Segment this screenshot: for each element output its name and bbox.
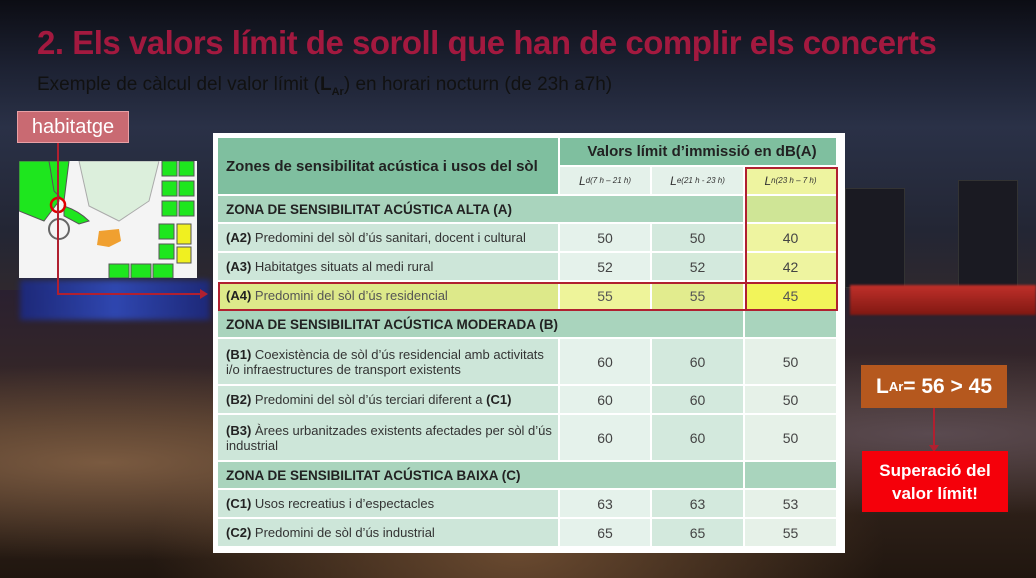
value-le: 60 bbox=[652, 339, 745, 386]
value-le: 60 bbox=[652, 386, 745, 415]
stage-lights bbox=[20, 280, 210, 320]
zone-header-row: ZONA DE SENSIBILITAT ACÚSTICA MODERADA (… bbox=[218, 311, 745, 339]
alert-box: Superació del valor límit! bbox=[862, 451, 1008, 512]
row-code: (C1) bbox=[486, 392, 512, 407]
value-le: 65 bbox=[652, 519, 745, 548]
callout-line bbox=[57, 293, 203, 295]
value-le: 63 bbox=[652, 490, 745, 519]
value-ln: 42 bbox=[745, 253, 838, 282]
row-code: (A3) bbox=[226, 259, 252, 274]
value-ld: 63 bbox=[560, 490, 652, 519]
map-drawing bbox=[19, 161, 197, 278]
noise-limits-table: Zones de sensibilitat acústica i usos de… bbox=[213, 133, 845, 553]
value-ln: 40 bbox=[745, 224, 838, 253]
arrow-right-icon bbox=[200, 289, 208, 299]
value-ln: 55 bbox=[745, 519, 838, 548]
column-period: n(23 h – 7 h) bbox=[771, 176, 817, 185]
zone-header-cell bbox=[745, 196, 838, 224]
zone-header-cell bbox=[745, 311, 838, 339]
column-period: d(7 h – 21 h) bbox=[585, 176, 632, 185]
habitatge-callout: habitatge bbox=[17, 111, 129, 143]
column-symbol: L bbox=[578, 173, 586, 188]
value-le: 52 bbox=[652, 253, 745, 282]
zone-header-row: ZONA DE SENSIBILITAT ACÚSTICA BAIXA (C) bbox=[218, 462, 745, 490]
row-label: (A2) Predomini del sòl d’ús sanitari, do… bbox=[218, 224, 560, 253]
row-label: (A3) Habitatges situats al medi rural bbox=[218, 253, 560, 282]
row-text: Habitatges situats al medi rural bbox=[251, 259, 434, 274]
zone-header-cell bbox=[745, 462, 838, 490]
row-code: (A4) bbox=[226, 288, 252, 303]
value-ld: 50 bbox=[560, 224, 652, 253]
value-le: 50 bbox=[652, 224, 745, 253]
row-code: (B3) bbox=[226, 422, 252, 438]
column-period: e(21 h - 23 h) bbox=[676, 176, 725, 185]
row-label: (B1) Coexistència de sòl d’ús residencia… bbox=[218, 339, 560, 386]
row-label: (C2) Predomini de sòl d’ús industrial bbox=[218, 519, 560, 548]
value-ln: 53 bbox=[745, 490, 838, 519]
row-code: (C2) bbox=[226, 525, 252, 540]
row-text: Usos recreatius i d’espectacles bbox=[251, 496, 435, 511]
row-text: Predomini del sòl d’ús residencial bbox=[251, 288, 448, 303]
row-code: (C1) bbox=[226, 496, 252, 511]
value-ln: 50 bbox=[745, 339, 838, 386]
row-label: (A4) Predomini del sòl d’ús residencial bbox=[218, 282, 560, 311]
column-symbol: L bbox=[764, 173, 772, 188]
header-zones: Zones de sensibilitat acústica i usos de… bbox=[218, 138, 560, 196]
value-ld: 65 bbox=[560, 519, 652, 548]
value-ln: 50 bbox=[745, 386, 838, 415]
site-map bbox=[19, 161, 197, 278]
value-ln: 45 bbox=[745, 282, 838, 311]
row-text: Coexistència de sòl d’ús residencial amb… bbox=[226, 346, 544, 377]
row-label: (B2) Predomini del sòl d’ús terciari dif… bbox=[218, 386, 560, 415]
arrow-down-icon bbox=[929, 408, 939, 452]
value-ln: 50 bbox=[745, 415, 838, 462]
zone-header-row: ZONA DE SENSIBILITAT ACÚSTICA ALTA (A) bbox=[218, 196, 745, 224]
slide-title: 2. Els valors límit de soroll que han de… bbox=[37, 24, 937, 61]
value-ld: 52 bbox=[560, 253, 652, 282]
value-ld: 60 bbox=[560, 415, 652, 462]
row-code: (B1) bbox=[226, 346, 252, 362]
value-ld: 60 bbox=[560, 339, 652, 386]
row-label: (C1) Usos recreatius i d’espectacles bbox=[218, 490, 560, 519]
building bbox=[958, 180, 1018, 290]
row-code: (B2) bbox=[226, 392, 252, 407]
row-text: Predomini del sòl d’ús terciari diferent… bbox=[251, 392, 487, 407]
column-symbol: L bbox=[670, 173, 677, 188]
header-limits: Valors límit d’immissió en dB(A) bbox=[560, 138, 838, 167]
tent-roofs bbox=[850, 285, 1036, 315]
slide-subtitle: Exemple de càlcul del valor límit (LAr) … bbox=[37, 74, 613, 98]
value-ld: 55 bbox=[560, 282, 652, 311]
building bbox=[845, 188, 905, 288]
value-le: 55 bbox=[652, 282, 745, 311]
row-text: Àrees urbanitzades existents afectades p… bbox=[226, 422, 552, 453]
result-box: L Ar = 56 > 45 bbox=[861, 365, 1007, 408]
value-ld: 60 bbox=[560, 386, 652, 415]
table-grid: Zones de sensibilitat acústica i usos de… bbox=[218, 138, 838, 548]
callout-line bbox=[57, 143, 59, 295]
value-le: 60 bbox=[652, 415, 745, 462]
row-text: Predomini de sòl d’ús industrial bbox=[251, 525, 435, 540]
row-code: (A2) bbox=[226, 230, 252, 245]
row-text: Predomini del sòl d’ús sanitari, docent … bbox=[251, 230, 526, 245]
row-label: (B3) Àrees urbanitzades existents afecta… bbox=[218, 415, 560, 462]
